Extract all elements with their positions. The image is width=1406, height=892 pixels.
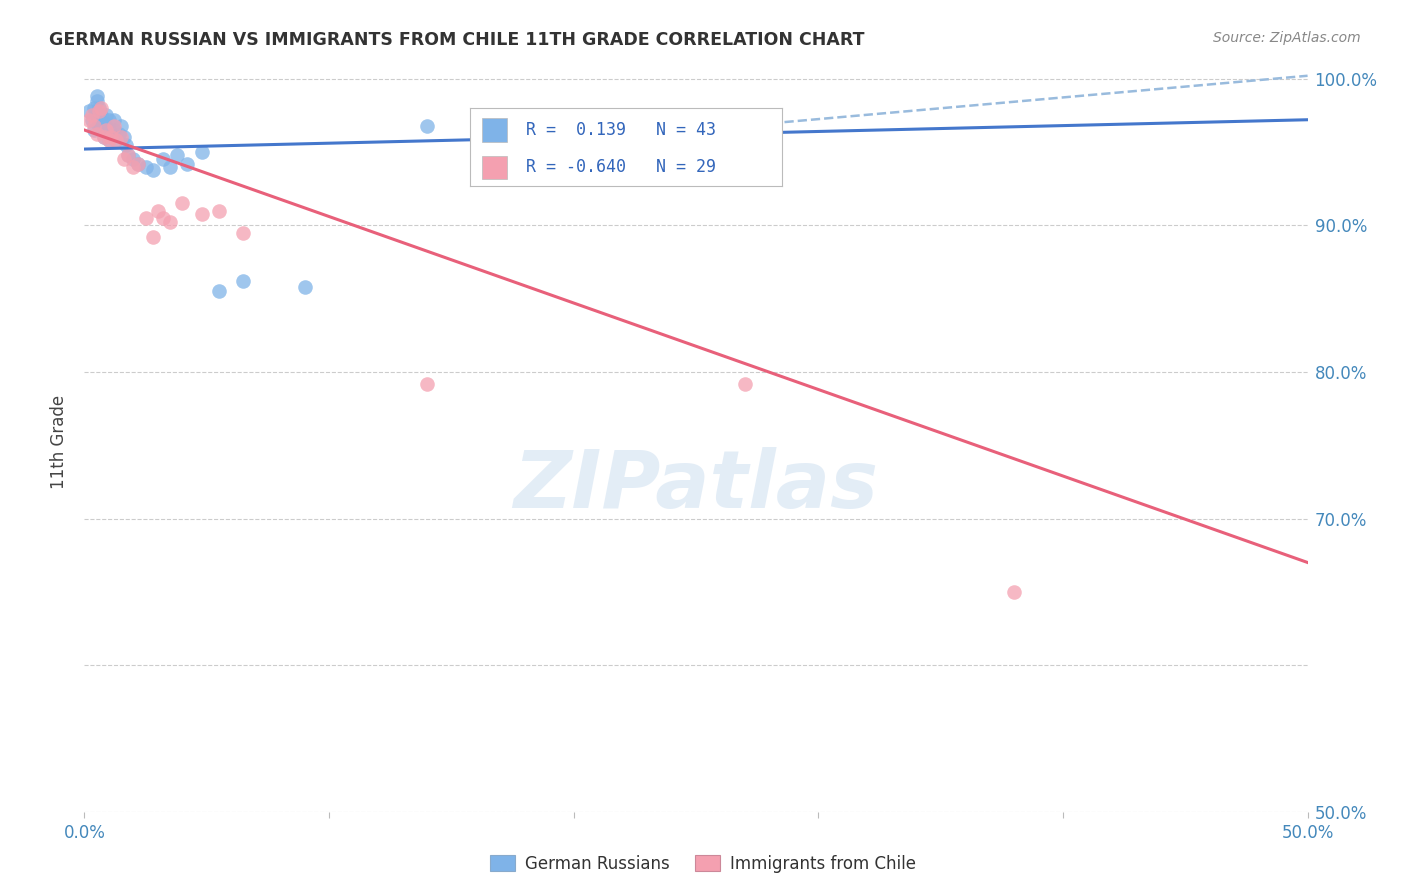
Point — [117, 148, 139, 162]
Point — [191, 145, 214, 159]
Point — [232, 226, 254, 240]
Point — [87, 103, 110, 118]
Point — [142, 162, 165, 177]
Point — [127, 157, 149, 171]
Point — [110, 119, 132, 133]
Point — [77, 103, 100, 118]
Point — [294, 280, 316, 294]
Point — [107, 128, 129, 142]
Point — [152, 153, 174, 167]
Point — [103, 123, 125, 137]
Point — [110, 130, 132, 145]
Point — [1002, 584, 1025, 599]
Point — [97, 112, 120, 127]
Point — [232, 274, 254, 288]
Point — [117, 148, 139, 162]
Point — [100, 130, 122, 145]
Point — [103, 119, 125, 133]
Text: Source: ZipAtlas.com: Source: ZipAtlas.com — [1213, 31, 1361, 45]
Point — [80, 112, 103, 127]
Point — [96, 123, 118, 137]
Point — [135, 160, 157, 174]
Point — [146, 203, 169, 218]
Point — [112, 130, 135, 145]
Point — [96, 123, 118, 137]
Point — [103, 112, 125, 127]
Point — [97, 133, 120, 147]
Point — [83, 101, 105, 115]
Text: GERMAN RUSSIAN VS IMMIGRANTS FROM CHILE 11TH GRADE CORRELATION CHART: GERMAN RUSSIAN VS IMMIGRANTS FROM CHILE … — [49, 31, 865, 49]
Point — [115, 137, 138, 152]
Point — [172, 196, 194, 211]
Point — [97, 133, 120, 147]
Point — [83, 123, 105, 137]
Point — [416, 376, 439, 391]
Point — [96, 108, 118, 122]
Point — [86, 128, 108, 142]
Point — [734, 119, 756, 133]
Point — [159, 160, 181, 174]
Point — [87, 119, 110, 133]
Point — [100, 130, 122, 145]
Y-axis label: 11th Grade: 11th Grade — [51, 394, 69, 489]
Point — [97, 123, 120, 137]
Point — [86, 94, 108, 108]
Point — [90, 119, 112, 133]
Legend: German Russians, Immigrants from Chile: German Russians, Immigrants from Chile — [484, 848, 922, 880]
Point — [77, 112, 100, 127]
Point — [159, 215, 181, 229]
Point — [80, 108, 103, 122]
Point — [112, 153, 135, 167]
Point — [176, 157, 198, 171]
Point — [105, 133, 128, 147]
Point — [122, 153, 145, 167]
Point — [86, 89, 108, 103]
Point — [96, 119, 118, 133]
Point — [87, 101, 110, 115]
Point — [93, 116, 115, 130]
Point — [127, 157, 149, 171]
Point — [93, 130, 115, 145]
Point — [86, 108, 108, 122]
Text: ZIPatlas: ZIPatlas — [513, 447, 879, 525]
Point — [208, 203, 231, 218]
Point — [416, 119, 439, 133]
Point — [166, 148, 188, 162]
Point — [122, 160, 145, 174]
Point — [135, 211, 157, 225]
Point — [87, 116, 110, 130]
Point — [142, 230, 165, 244]
Point — [152, 211, 174, 225]
Point — [90, 101, 112, 115]
Point — [93, 130, 115, 145]
Point — [90, 108, 112, 122]
Point — [734, 376, 756, 391]
Point — [208, 285, 231, 299]
Point — [191, 206, 214, 220]
Point — [83, 119, 105, 133]
Point — [105, 133, 128, 147]
